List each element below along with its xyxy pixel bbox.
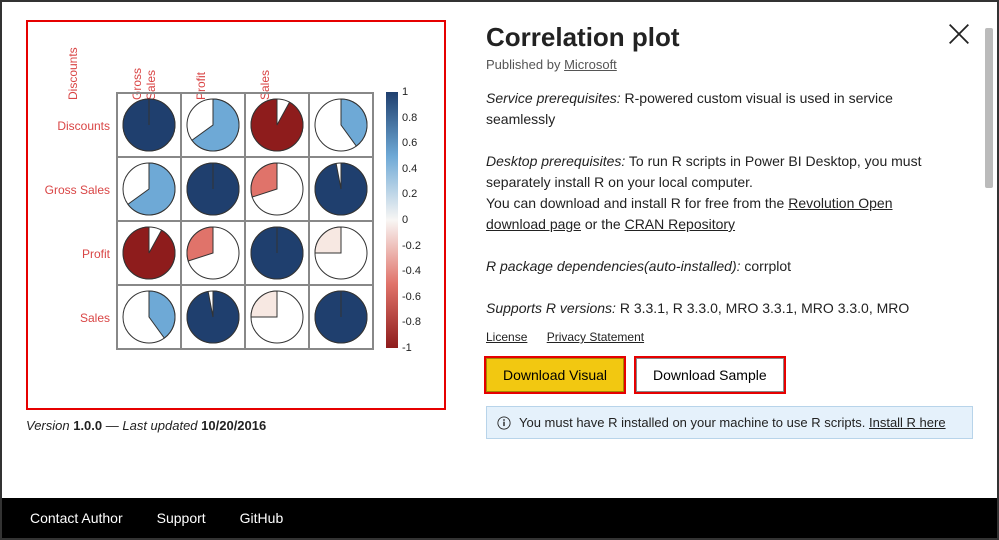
corr-cell [245,157,309,221]
colorbar-tick: 0.8 [402,112,417,124]
corr-cell [181,221,245,285]
col-label: Sales [258,36,318,100]
correlation-chart: DiscountsGross SalesProfitSales Discount… [36,32,426,402]
corr-cell [181,285,245,349]
publisher-line: Published by Microsoft [486,57,973,72]
col-label: Profit [194,36,254,100]
row-label: Profit [36,222,114,286]
colorbar-tick: -0.8 [402,316,421,328]
version-text: Version 1.0.0 — Last updated 10/20/2016 [26,418,466,433]
row-label: Gross Sales [36,158,114,222]
corr-cell [309,285,373,349]
col-label: Discounts [66,36,126,100]
license-link[interactable]: License [486,330,527,344]
colorbar-tick: 1 [402,86,408,98]
install-r-link[interactable]: Install R here [869,415,946,430]
preview-image: DiscountsGross SalesProfitSales Discount… [26,20,446,410]
footer: Contact Author Support GitHub [2,498,997,538]
corr-cell [117,93,181,157]
corr-cell [181,157,245,221]
footer-contact-link[interactable]: Contact Author [30,510,123,526]
info-icon [497,416,511,430]
corr-cell [117,157,181,221]
colorbar-tick: 0.2 [402,188,417,200]
corr-cell [117,285,181,349]
corr-cell [245,285,309,349]
colorbar-tick: -1 [402,342,412,354]
page-title: Correlation plot [486,22,973,53]
corr-cell [117,221,181,285]
row-label: Sales [36,286,114,350]
corr-cell [309,221,373,285]
colorbar-tick: 0 [402,214,408,226]
corr-cell [245,93,309,157]
col-label: Gross Sales [130,36,190,100]
footer-support-link[interactable]: Support [157,510,206,526]
colorbar-tick: 0.6 [402,137,417,149]
corr-cell [181,93,245,157]
privacy-link[interactable]: Privacy Statement [547,330,644,344]
row-label: Discounts [36,94,114,158]
footer-github-link[interactable]: GitHub [240,510,284,526]
colorbar: 10.80.60.40.20-0.2-0.4-0.6-0.8-1 [386,92,426,348]
scrollbar[interactable] [985,28,993,188]
colorbar-tick: -0.2 [402,240,421,252]
download-visual-button[interactable]: Download Visual [486,358,624,392]
corr-cell [309,157,373,221]
corr-cell [309,93,373,157]
publisher-link[interactable]: Microsoft [564,57,617,72]
description-section: Service prerequisites: R-powered custom … [486,88,973,318]
cran-link[interactable]: CRAN Repository [625,216,735,232]
colorbar-tick: 0.4 [402,163,417,175]
colorbar-tick: -0.4 [402,265,421,277]
colorbar-tick: -0.6 [402,291,421,303]
info-banner: You must have R installed on your machin… [486,406,973,439]
corr-cell [245,221,309,285]
download-sample-button[interactable]: Download Sample [636,358,784,392]
